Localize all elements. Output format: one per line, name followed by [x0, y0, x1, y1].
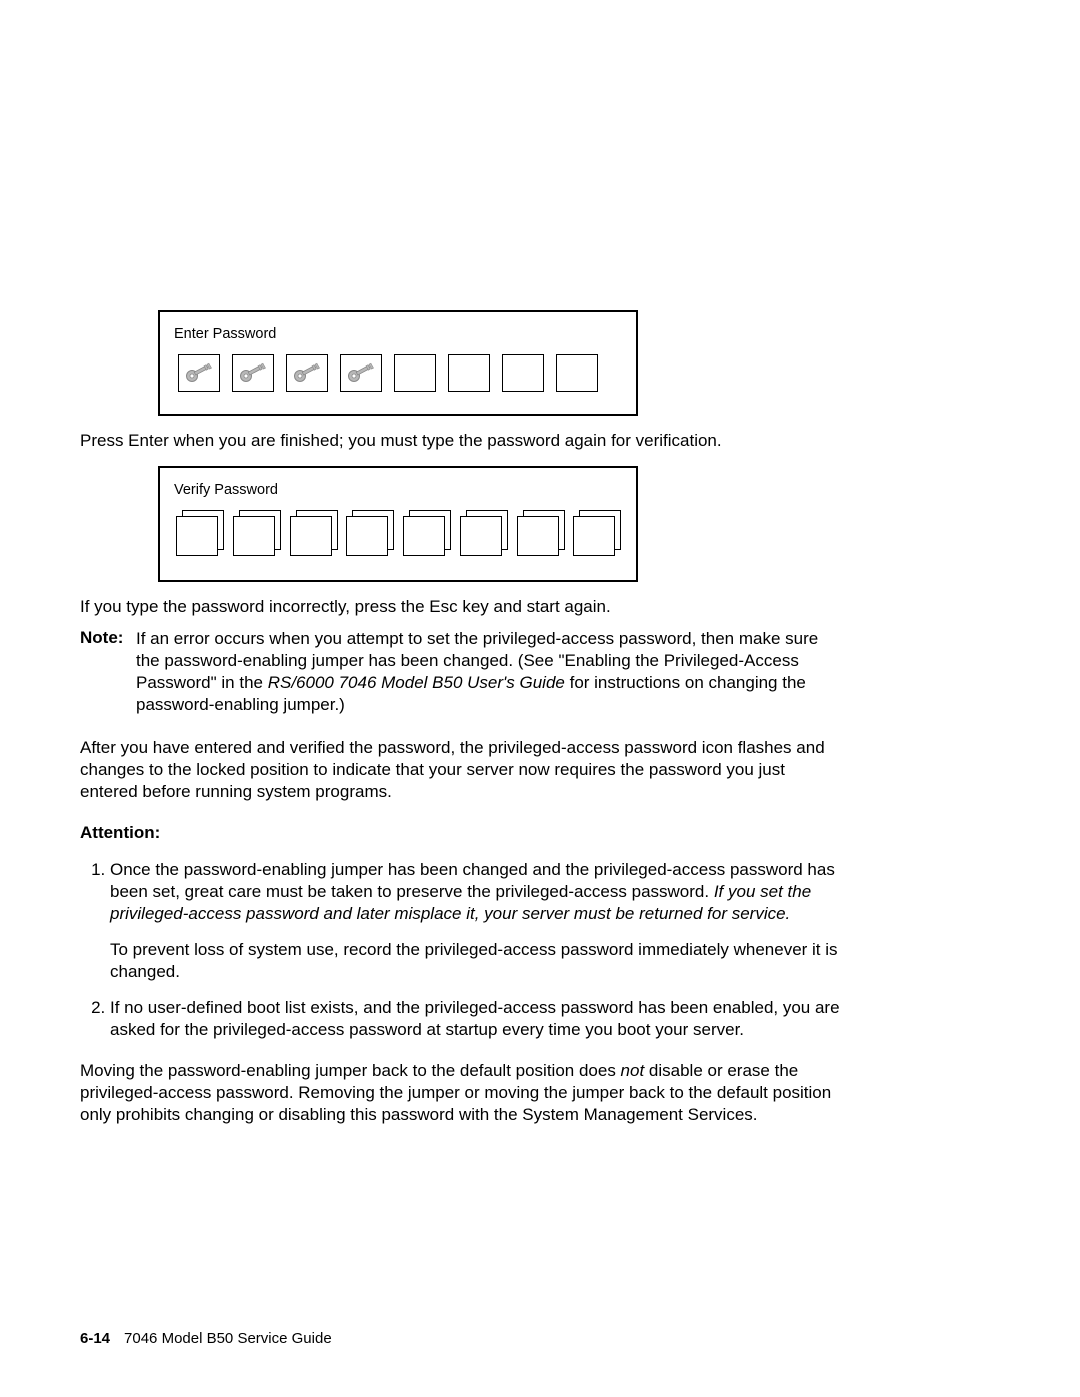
- verify-cell-front: [517, 516, 559, 556]
- verify-password-row: [174, 510, 622, 558]
- password-cell: [394, 354, 436, 392]
- document-page: Enter Password Press Enter when you are …: [80, 310, 840, 1140]
- verify-cell-front: [233, 516, 275, 556]
- verify-cell-front: [403, 516, 445, 556]
- para-final-part1: Moving the password-enabling jumper back…: [80, 1061, 621, 1080]
- note-label: Note:: [80, 628, 136, 716]
- verify-cell-front: [176, 516, 218, 556]
- attention-label: Attention:: [80, 823, 840, 843]
- password-cell: [502, 354, 544, 392]
- verify-cell-front: [290, 516, 332, 556]
- verify-cell-front: [573, 516, 615, 556]
- note-italic1: RS/6000 7046 Model B50 User's Guide: [268, 673, 565, 692]
- verify-cell-front: [460, 516, 502, 556]
- page-number: 6-14: [80, 1330, 110, 1347]
- attention-item-2: If no user-defined boot list exists, and…: [110, 997, 840, 1041]
- key-icon: [238, 362, 268, 384]
- key-icon: [184, 362, 214, 384]
- attention-item1-sub: To prevent loss of system use, record th…: [110, 939, 840, 983]
- password-cell: [232, 354, 274, 392]
- key-icon: [346, 362, 376, 384]
- verify-password-label: Verify Password: [174, 482, 622, 498]
- enter-password-row: [174, 354, 622, 392]
- password-cell: [178, 354, 220, 392]
- verify-cell-front: [346, 516, 388, 556]
- verify-cell: [573, 510, 622, 558]
- enter-password-dialog: Enter Password: [158, 310, 638, 416]
- footer-title: 7046 Model B50 Service Guide: [124, 1330, 332, 1347]
- password-cell: [448, 354, 490, 392]
- page-footer: 6-14 7046 Model B50 Service Guide: [80, 1330, 332, 1347]
- password-cell: [340, 354, 382, 392]
- para-after-note: After you have entered and verified the …: [80, 737, 840, 803]
- para-final: Moving the password-enabling jumper back…: [80, 1060, 840, 1126]
- note-block: Note: If an error occurs when you attemp…: [80, 628, 840, 716]
- para-after-enter: Press Enter when you are finished; you m…: [80, 430, 840, 452]
- verify-cell: [460, 510, 509, 558]
- enter-password-label: Enter Password: [174, 326, 622, 342]
- key-icon: [292, 362, 322, 384]
- password-cell: [286, 354, 328, 392]
- verify-password-dialog: Verify Password: [158, 466, 638, 582]
- note-body: If an error occurs when you attempt to s…: [136, 628, 840, 716]
- verify-cell: [346, 510, 395, 558]
- attention-item-1: Once the password-enabling jumper has be…: [110, 859, 840, 983]
- verify-cell: [403, 510, 452, 558]
- verify-cell: [176, 510, 225, 558]
- verify-cell: [290, 510, 339, 558]
- para-after-verify: If you type the password incorrectly, pr…: [80, 596, 840, 618]
- verify-cell: [233, 510, 282, 558]
- verify-cell: [517, 510, 566, 558]
- attention-list: Once the password-enabling jumper has be…: [80, 859, 840, 1042]
- password-cell: [556, 354, 598, 392]
- para-final-italic: not: [621, 1061, 645, 1080]
